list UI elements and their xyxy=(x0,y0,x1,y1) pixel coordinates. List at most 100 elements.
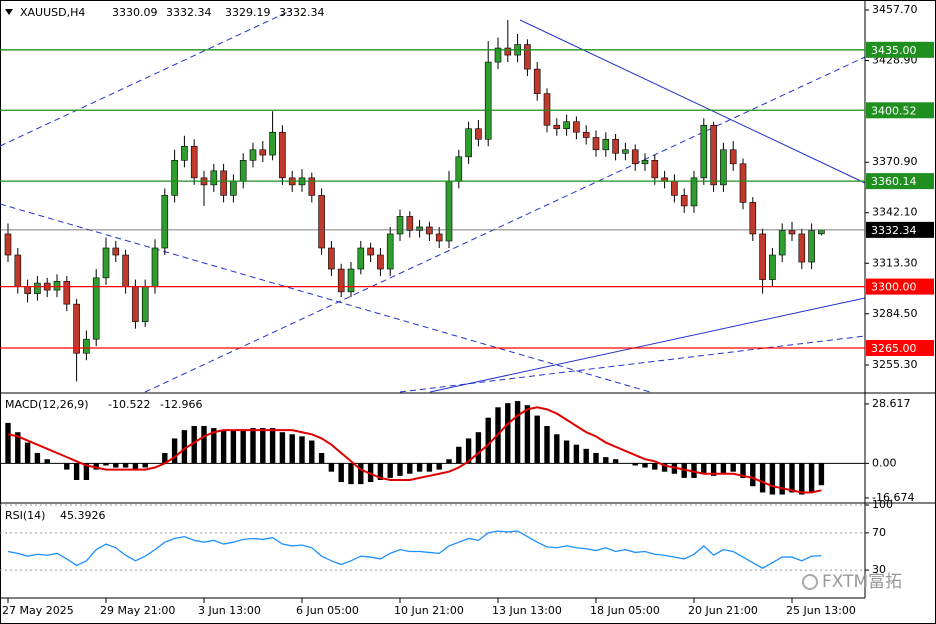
macd-bar xyxy=(93,463,99,470)
macd-bar xyxy=(563,440,570,464)
macd-bar xyxy=(289,434,295,464)
trend-line xyxy=(399,335,866,393)
candle-body xyxy=(141,286,149,322)
candle-body xyxy=(582,131,590,138)
level-label: 3400.52 xyxy=(871,104,917,117)
macd-bar xyxy=(465,438,472,464)
candle-body xyxy=(592,137,600,151)
macd-bar xyxy=(750,463,756,487)
candle-body xyxy=(171,160,178,196)
symbol: XAUUSD,H4 xyxy=(20,6,85,19)
candle-body xyxy=(671,181,678,196)
candle-body xyxy=(710,124,717,186)
candle-body xyxy=(563,121,570,130)
candle-body xyxy=(367,247,374,256)
macd-bar xyxy=(603,457,609,464)
trend-line xyxy=(144,56,866,393)
macd-bar xyxy=(769,463,776,495)
candle-body xyxy=(533,68,541,94)
last-price-label: 3332.34 xyxy=(871,224,917,237)
macd-bar xyxy=(818,463,825,486)
macd-bar xyxy=(309,440,315,464)
macd-bar xyxy=(701,463,707,474)
x-tick-label: 13 Jun 13:00 xyxy=(492,604,562,617)
candle-body xyxy=(318,195,325,249)
macd-bar xyxy=(15,432,21,464)
trend-lines xyxy=(0,9,866,393)
candle-body xyxy=(92,277,100,340)
candle-body xyxy=(631,149,639,165)
candle-body xyxy=(259,149,267,156)
rsi-title: RSI(14) xyxy=(5,509,45,522)
candle-body xyxy=(151,247,159,287)
header-low: 3329.19 xyxy=(225,6,271,19)
level-label: 3360.14 xyxy=(871,175,917,188)
last-price-box xyxy=(866,221,934,238)
y-tick-label: 3255.30 xyxy=(872,358,918,371)
candle-body xyxy=(279,131,286,179)
candle-body xyxy=(700,124,708,179)
y-tick-label: 3342.10 xyxy=(872,206,918,219)
candle-body xyxy=(73,303,80,354)
macd-bar xyxy=(642,463,648,468)
candle-body xyxy=(220,170,227,196)
macd-bar xyxy=(250,428,256,464)
y-tick-label: 3457.70 xyxy=(872,3,918,16)
macd-bar xyxy=(475,432,482,464)
level-label-box xyxy=(866,173,934,190)
candle-body xyxy=(729,149,737,165)
macd-bar xyxy=(387,463,393,478)
candle-body xyxy=(377,254,384,270)
candle-body xyxy=(416,226,423,231)
macd-bar xyxy=(162,452,168,464)
macd-bar xyxy=(789,463,795,493)
candle-body xyxy=(818,229,825,235)
macd-bar xyxy=(338,463,344,483)
x-tick-label: 10 Jun 21:00 xyxy=(394,604,464,617)
macd-bar xyxy=(740,463,746,478)
level-label: 3265.00 xyxy=(871,342,917,355)
macd-bar xyxy=(485,417,491,464)
y-tick-label: 3284.50 xyxy=(872,307,918,320)
candle-body xyxy=(386,233,394,270)
candle-body xyxy=(475,128,482,140)
rsi-value: 45.3926 xyxy=(60,509,106,522)
y-tick-label: 3370.90 xyxy=(872,155,918,168)
macd-bar xyxy=(759,463,766,493)
candle-body xyxy=(749,202,757,235)
macd-bar xyxy=(632,463,638,466)
candle-body xyxy=(759,233,766,280)
x-tick-label: 18 Jun 05:00 xyxy=(590,604,660,617)
macd-bar xyxy=(201,425,207,464)
rsi-line xyxy=(7,530,822,569)
x-tick-label: 25 Jun 13:00 xyxy=(786,604,856,617)
signal-line xyxy=(7,406,822,494)
y-tick-label: 100 xyxy=(872,498,893,511)
candle-body xyxy=(308,177,316,196)
menu-arrow[interactable] xyxy=(5,9,13,15)
y-tick-label: 3313.30 xyxy=(872,256,918,269)
candle-body xyxy=(602,138,610,151)
macd-bar xyxy=(5,422,11,464)
trend-line xyxy=(519,19,866,184)
macd-bar xyxy=(103,463,109,466)
candle-body xyxy=(14,254,22,287)
signal-value: -12.966 xyxy=(160,398,202,411)
macd-bar xyxy=(358,463,364,485)
macd-bar xyxy=(436,463,442,470)
trend-line xyxy=(429,297,866,393)
macd-bar xyxy=(779,463,785,495)
macd-bar xyxy=(730,463,736,472)
macd-bar xyxy=(211,428,217,464)
watermark-logo xyxy=(802,574,818,590)
macd-bar xyxy=(612,459,619,464)
macd-bar xyxy=(426,463,433,472)
macd-bar xyxy=(191,425,197,464)
y-tick-label: 30 xyxy=(872,563,886,576)
x-tick-label: 20 Jun 21:00 xyxy=(688,604,758,617)
macd-bar xyxy=(230,430,237,464)
macd-bar xyxy=(318,452,325,464)
macd-bar xyxy=(181,430,188,464)
macd-bar xyxy=(240,430,246,464)
